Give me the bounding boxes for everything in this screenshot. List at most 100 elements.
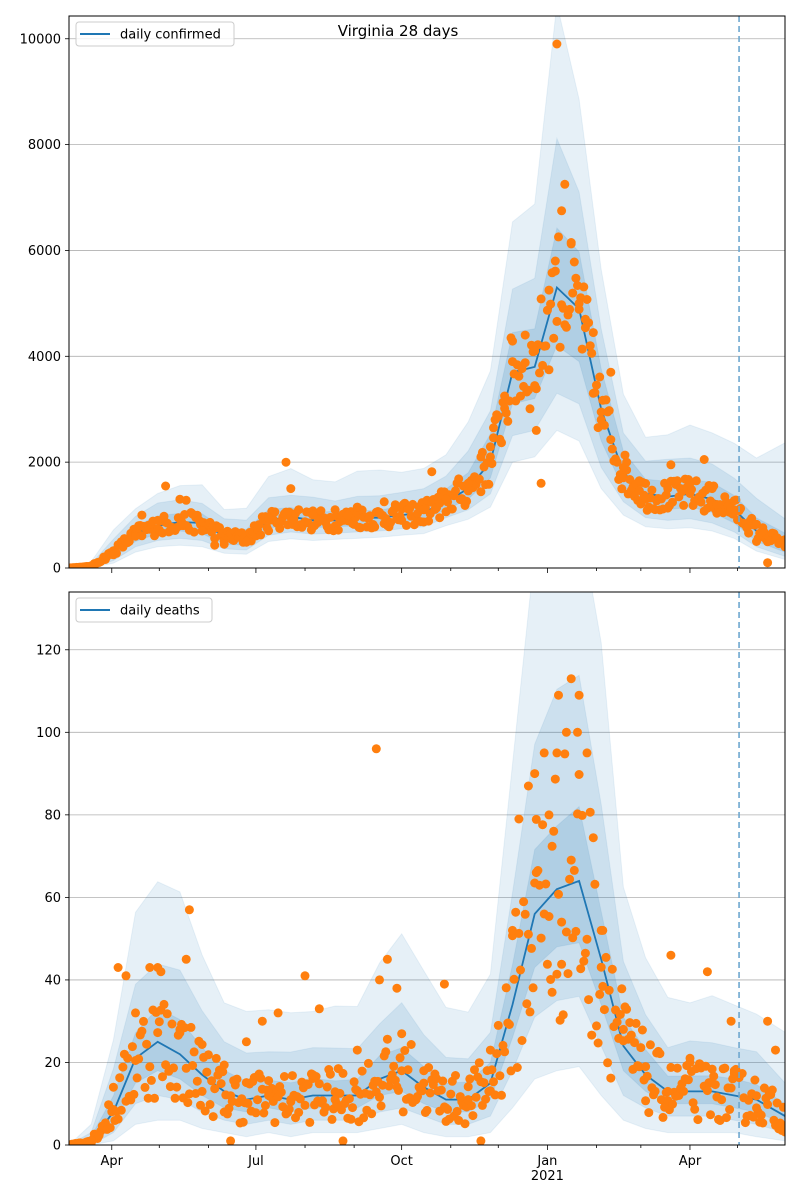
observed-point bbox=[514, 814, 524, 824]
observed-point bbox=[463, 1095, 473, 1105]
y-tick-label: 20 bbox=[44, 1056, 61, 1071]
observed-point bbox=[238, 1117, 248, 1127]
observed-point bbox=[596, 407, 606, 417]
observed-point bbox=[226, 1136, 236, 1145]
observed-point bbox=[679, 500, 689, 510]
observed-point bbox=[181, 954, 191, 964]
observed-point bbox=[308, 510, 318, 520]
observed-point bbox=[574, 690, 584, 700]
observed-point bbox=[69, 563, 74, 568]
observed-point bbox=[219, 539, 229, 549]
observed-point bbox=[531, 384, 541, 394]
legend: daily deaths bbox=[75, 597, 213, 623]
observed-point bbox=[576, 964, 586, 974]
observed-point bbox=[672, 1063, 682, 1073]
observed-point bbox=[200, 1106, 210, 1116]
observed-point bbox=[400, 1046, 410, 1055]
observed-point bbox=[389, 1061, 399, 1071]
observed-point bbox=[541, 879, 551, 889]
observed-point bbox=[137, 510, 147, 520]
observed-point bbox=[554, 690, 563, 700]
observed-point bbox=[504, 1020, 514, 1029]
observed-point bbox=[279, 1072, 289, 1081]
observed-point bbox=[131, 531, 140, 541]
observed-point bbox=[606, 1073, 616, 1083]
observed-point bbox=[460, 1119, 470, 1129]
observed-point bbox=[330, 505, 340, 515]
observed-point bbox=[721, 1113, 731, 1123]
observed-point bbox=[552, 748, 562, 758]
observed-point bbox=[561, 322, 571, 332]
observed-point bbox=[86, 561, 96, 568]
observed-point bbox=[539, 748, 549, 758]
observed-point bbox=[511, 907, 521, 917]
observed-point bbox=[208, 1112, 218, 1122]
observed-point bbox=[685, 1053, 695, 1063]
observed-point bbox=[294, 1107, 304, 1117]
observed-point bbox=[706, 1110, 715, 1120]
observed-point bbox=[287, 1071, 297, 1081]
plot-area bbox=[69, 592, 785, 1145]
observed-point bbox=[550, 256, 560, 266]
observed-point bbox=[528, 983, 538, 993]
observed-point bbox=[210, 540, 220, 550]
observed-point bbox=[752, 537, 761, 546]
y-tick-label: 0 bbox=[53, 562, 61, 577]
observed-point bbox=[397, 1029, 407, 1039]
observed-point bbox=[729, 1066, 739, 1076]
observed-point bbox=[702, 967, 712, 977]
observed-point bbox=[241, 537, 251, 546]
observed-point bbox=[729, 505, 739, 515]
observed-point bbox=[167, 1019, 177, 1029]
observed-point bbox=[270, 507, 280, 517]
observed-point bbox=[375, 507, 384, 517]
observed-point bbox=[397, 1066, 407, 1076]
observed-point bbox=[134, 1054, 144, 1064]
observed-point bbox=[577, 344, 587, 354]
observed-point bbox=[663, 484, 673, 494]
axes-frame bbox=[68, 15, 786, 569]
observed-point bbox=[153, 1028, 163, 1038]
observed-points bbox=[69, 674, 785, 1145]
observed-point bbox=[542, 959, 552, 969]
observed-point bbox=[427, 467, 437, 477]
observed-point bbox=[211, 1053, 221, 1063]
observed-point bbox=[668, 1099, 677, 1109]
observed-point bbox=[397, 515, 407, 525]
observed-point bbox=[634, 476, 644, 486]
observed-point bbox=[707, 1064, 717, 1074]
observed-point bbox=[566, 674, 576, 684]
observed-point bbox=[314, 1004, 324, 1014]
observed-point bbox=[485, 442, 495, 452]
observed-point bbox=[462, 496, 472, 506]
x-tick-label: Jul bbox=[247, 1154, 264, 1169]
x-tick-label: 2021 bbox=[531, 1169, 564, 1184]
observed-point bbox=[273, 1008, 283, 1018]
observed-point bbox=[197, 526, 207, 536]
observed-point bbox=[544, 810, 554, 820]
observed-point bbox=[159, 999, 169, 1009]
observed-point bbox=[547, 841, 557, 851]
observed-point bbox=[487, 459, 497, 469]
observed-point bbox=[476, 1136, 486, 1145]
observed-point bbox=[493, 1020, 503, 1030]
observed-point bbox=[520, 358, 530, 368]
observed-point bbox=[590, 879, 600, 889]
observed-point bbox=[454, 474, 464, 484]
y-tick-label: 40 bbox=[44, 973, 61, 988]
observed-point bbox=[500, 1047, 510, 1057]
observed-point bbox=[663, 1086, 673, 1096]
observed-point bbox=[113, 963, 123, 972]
observed-point bbox=[508, 925, 517, 935]
observed-point bbox=[286, 1095, 296, 1105]
observed-point bbox=[588, 833, 598, 843]
observed-point bbox=[386, 518, 396, 527]
observed-point bbox=[259, 1108, 269, 1118]
observed-point bbox=[557, 206, 567, 216]
observed-point bbox=[153, 515, 163, 525]
observed-point bbox=[752, 1091, 761, 1101]
observed-point bbox=[156, 967, 166, 977]
observed-point bbox=[172, 1082, 182, 1092]
observed-point bbox=[264, 513, 274, 523]
observed-point bbox=[183, 1098, 193, 1108]
